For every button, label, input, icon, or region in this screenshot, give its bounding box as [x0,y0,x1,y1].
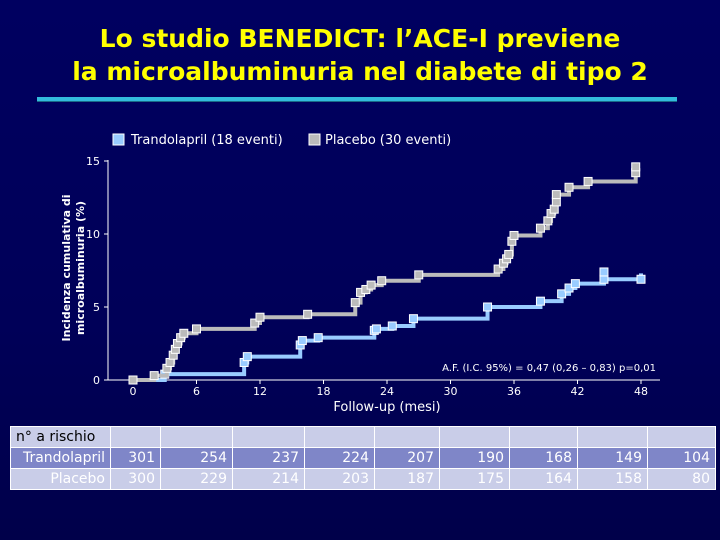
point-trandolapril [636,274,646,284]
legend-label-trandolapril: Trandolapril [130,133,207,148]
x-tick-label: 42 [571,385,585,398]
point-trandolapril [599,274,609,284]
at-risk-cell: 254 [160,447,233,469]
at-risk-header-row: n° a rischio [10,426,716,448]
point-placebo [493,264,503,274]
x-tick-label: 24 [380,385,394,398]
legend-events-trandolapril: (18 eventi) [211,133,282,148]
y-tick-label: 10 [86,228,100,241]
point-placebo [255,312,265,322]
title-divider [37,97,677,102]
at-risk-cell: 300 [110,468,161,490]
legend-events-placebo: (30 eventi) [380,133,451,148]
legend-label-placebo: Placebo [325,133,376,148]
point-placebo [165,357,175,367]
point-trandolapril [242,352,252,362]
slide-title: Lo studio BENEDICT: l’ACE-I previene la … [0,22,720,88]
x-ticks: 0 6 12 18 24 30 36 42 48 [130,380,648,398]
at-risk-cell: 203 [304,468,375,490]
at-risk-cell: 301 [110,447,161,469]
series-layer [128,162,646,385]
y-axis-label-line-2: microalbuminuria (%) [74,201,87,335]
point-trandolapril [371,324,381,334]
title-line-1: Lo studio BENEDICT: l’ACE-I previene [99,24,621,53]
svg-text:Trandolapril(18 eventi): Trandolapril (18 eventi) [130,133,283,148]
point-trandolapril [483,302,493,312]
point-placebo [179,328,189,338]
point-trandolapril [387,321,397,331]
at-risk-cell: 158 [577,468,648,490]
at-risk-cell: 190 [439,447,510,469]
at-risk-table: n° a rischio Trandolapril 301 254 237 22… [10,426,716,490]
at-risk-cell: 237 [232,447,305,469]
point-placebo [350,298,360,308]
point-trandolapril [599,267,609,277]
y-ticks: 0 5 10 15 [86,155,108,387]
at-risk-label: Placebo [10,468,111,490]
at-risk-cell: 229 [160,468,233,490]
y-tick-label: 0 [93,374,100,387]
point-trandolapril [297,336,307,346]
at-risk-label: Trandolapril [10,447,111,469]
y-tick-label: 15 [86,155,100,168]
x-tick-label: 30 [444,385,458,398]
point-placebo [414,270,424,280]
at-risk-cell: 224 [304,447,375,469]
legend: Trandolapril (18 eventi) Placebo (30 event… [112,133,451,148]
point-placebo [366,280,376,290]
km-chart: Trandolapril (18 eventi) Placebo (30 event… [60,133,656,415]
at-risk-cell: 187 [374,468,440,490]
point-placebo [250,318,260,328]
at-risk-header: n° a rischio [10,426,111,448]
title-line-2: la microalbuminuria nel diabete di tipo … [72,57,648,86]
svg-text:Placebo(30 eventi): Placebo (30 eventi) [325,133,451,148]
point-trandolapril [557,289,567,299]
point-placebo [192,324,201,334]
at-risk-cell: 149 [577,447,648,469]
point-trandolapril [408,314,418,324]
point-placebo [551,190,561,200]
x-tick-label: 6 [193,385,200,398]
svg-text:Follow-up(mesi): Follow-up (mesi) [333,400,440,415]
at-risk-cell: 214 [232,468,305,490]
point-placebo [377,276,387,286]
point-placebo [535,223,545,233]
x-tick-label: 0 [130,385,137,398]
legend-swatch-placebo [308,133,321,146]
hazard-ratio-annotation: A.F. (I.C. 95%) = 0,47 (0,26 – 0,83) p=0… [442,363,656,374]
legend-swatch-trandolapril [112,133,125,146]
at-risk-cell: 207 [374,447,440,469]
at-risk-cell: 104 [647,447,716,469]
x-tick-label: 36 [507,385,521,398]
point-placebo [504,249,514,259]
x-axis-unit: (mesi) [399,400,440,415]
at-risk-cell: 175 [439,468,510,490]
point-trandolapril [535,296,545,306]
point-placebo [128,375,138,385]
point-placebo [583,176,593,186]
at-risk-cell: 164 [509,468,578,490]
point-placebo [303,309,313,319]
point-trandolapril [570,279,580,289]
y-axis-label-line-1: Incidenza cumulativa di [60,195,73,342]
point-placebo [509,230,519,240]
at-risk-cell: 80 [647,468,716,490]
x-axis-label: Follow-up [333,400,395,415]
y-tick-label: 5 [93,301,100,314]
x-tick-label: 18 [317,385,331,398]
point-placebo [564,182,574,192]
x-tick-label: 48 [634,385,648,398]
point-placebo [631,162,641,172]
at-risk-row-placebo: Placebo 300 229 214 203 187 175 164 158 … [10,468,716,490]
x-tick-label: 12 [253,385,267,398]
point-trandolapril [313,333,323,343]
point-placebo [149,371,159,381]
at-risk-cell: 168 [509,447,578,469]
at-risk-row-trandolapril: Trandolapril 301 254 237 224 207 190 168… [10,447,716,469]
